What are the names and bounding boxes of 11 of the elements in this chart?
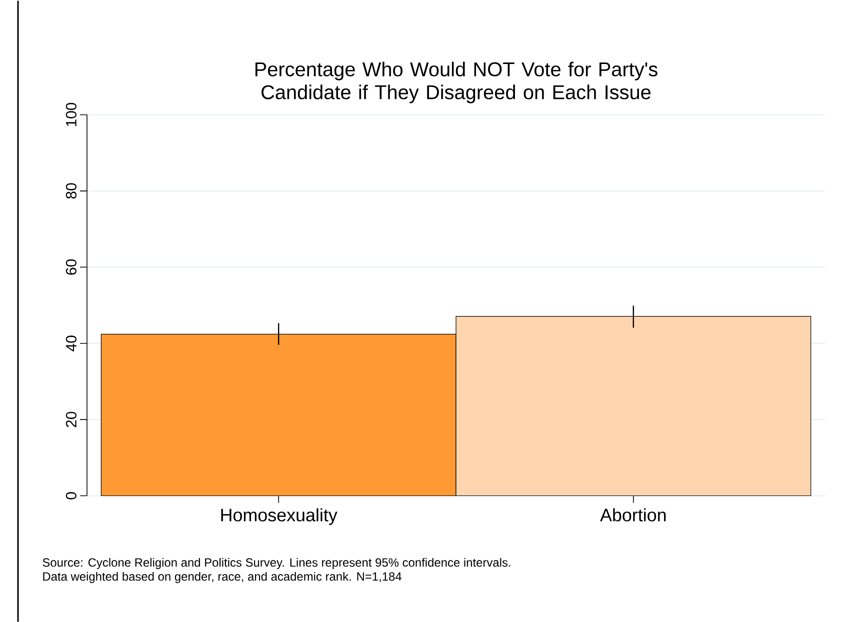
chart-title: Percentage Who Would NOT Vote for Party's Candidate if They Disagreed on Each Issue bbox=[255, 62, 658, 104]
y-tick-label: 40 bbox=[66, 335, 76, 352]
y-tick-label: 80 bbox=[66, 182, 76, 198]
x-tick-label: Abortion bbox=[600, 508, 666, 522]
x-tick-label: Homosexuality bbox=[221, 508, 338, 525]
y-tick-label: 0 bbox=[66, 492, 76, 500]
y-tick-label: 20 bbox=[66, 412, 76, 427]
text: Data weighted based on gender, race, and academic rank. N=1,184 bbox=[43, 572, 402, 583]
source-note: Source: Cyclone Religion and Politics Survey. Lines represent 95% confidence intervals. bbox=[42, 558, 510, 569]
y-tick-label: 60 bbox=[66, 259, 76, 274]
y-tick-label: 100 bbox=[66, 102, 76, 126]
